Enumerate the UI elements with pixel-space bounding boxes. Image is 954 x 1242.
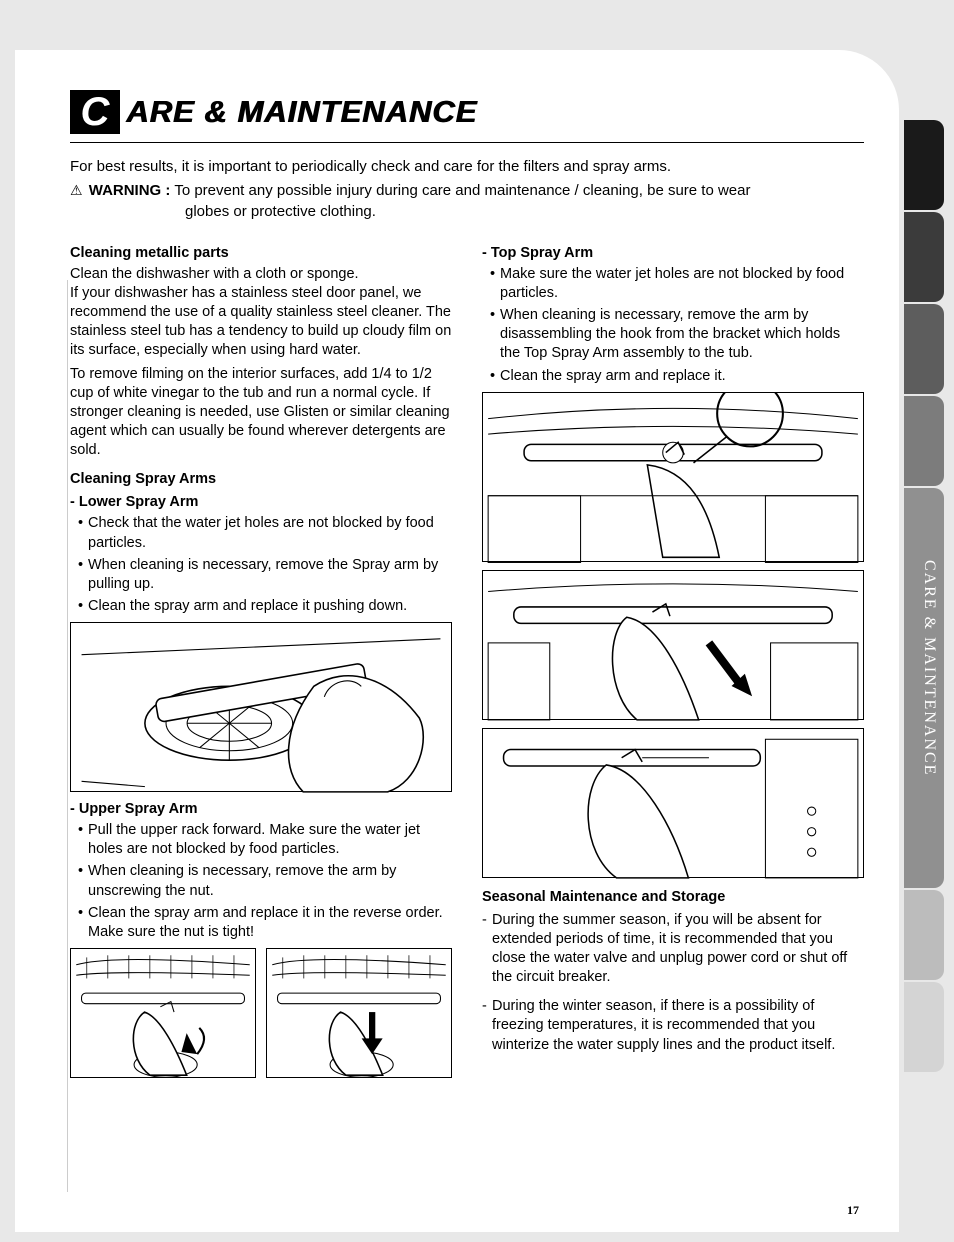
list-item: Make sure the water jet holes are not bl…: [490, 265, 864, 303]
title-text: ARE & MAINTENANCE: [126, 94, 477, 130]
side-tab: [904, 396, 944, 486]
intro-text: For best results, it is important to per…: [70, 157, 864, 177]
heading-cleaning-spray-arms: Cleaning Spray Arms: [70, 470, 452, 489]
list-item: Clean the spray arm and replace it.: [490, 367, 864, 386]
list-item: Clean the spray arm and replace it in th…: [78, 904, 452, 942]
content-columns: Cleaning metallic parts Clean the dishwa…: [70, 234, 864, 1086]
para-metallic-1: Clean the dishwasher with a cloth or spo…: [70, 265, 452, 284]
para-metallic-3: To remove filming on the interior surfac…: [70, 365, 452, 461]
side-tab: [904, 890, 944, 980]
list-item: When cleaning is necessary, remove the a…: [78, 862, 452, 900]
list-seasonal: During the summer season, if you will be…: [482, 911, 864, 1055]
list-item: During the summer season, if you will be…: [482, 911, 864, 988]
list-item: When cleaning is necessary, remove the S…: [78, 556, 452, 594]
figure-upper-spray-2: [266, 948, 452, 1078]
list-item: During the winter season, if there is a …: [482, 997, 864, 1054]
left-margin-rule: [67, 280, 68, 1192]
para-metallic-2: If your dishwasher has a stainless steel…: [70, 284, 452, 361]
right-column: - Top Spray Arm Make sure the water jet …: [482, 234, 864, 1086]
warning-block: ⚠ WARNING : To prevent any possible inju…: [70, 181, 864, 222]
subheading-lower-spray: - Lower Spray Arm: [70, 493, 452, 512]
title-initial-badge: C: [70, 90, 120, 134]
page-number: 17: [847, 1203, 859, 1218]
figure-upper-spray-1: [70, 948, 256, 1078]
list-item: Check that the water jet holes are not b…: [78, 514, 452, 552]
figure-lower-spray-arm: [70, 622, 452, 792]
side-tab: [904, 120, 944, 210]
left-column: Cleaning metallic parts Clean the dishwa…: [70, 234, 452, 1086]
heading-seasonal: Seasonal Maintenance and Storage: [482, 888, 864, 907]
list-lower-spray: Check that the water jet holes are not b…: [70, 514, 452, 616]
list-item: When cleaning is necessary, remove the a…: [490, 306, 864, 363]
figure-top-spray-3: [482, 728, 864, 878]
list-item: Clean the spray arm and replace it pushi…: [78, 597, 452, 616]
side-section-label: CARE & MAINTENANCE: [920, 560, 938, 776]
warning-line1: To prevent any possible injury during ca…: [174, 182, 750, 199]
warning-line2: globes or protective clothing.: [185, 202, 864, 222]
subheading-upper-spray: - Upper Spray Arm: [70, 800, 452, 819]
figure-top-spray-1: [482, 392, 864, 562]
warning-icon: ⚠: [70, 181, 83, 200]
warning-label: WARNING :: [89, 182, 171, 199]
list-top-spray: Make sure the water jet holes are not bl…: [482, 265, 864, 386]
side-tab: [904, 212, 944, 302]
figure-top-spray-2: [482, 570, 864, 720]
figure-upper-spray-pair: [70, 948, 452, 1078]
manual-page: C ARE & MAINTENANCE For best results, it…: [15, 50, 899, 1232]
side-tab: [904, 982, 944, 1072]
title-underline: [70, 142, 864, 143]
list-upper-spray: Pull the upper rack forward. Make sure t…: [70, 821, 452, 942]
subheading-top-spray: - Top Spray Arm: [482, 244, 864, 263]
side-tab: [904, 304, 944, 394]
page-title: C ARE & MAINTENANCE: [70, 90, 864, 134]
heading-cleaning-metallic: Cleaning metallic parts: [70, 244, 452, 263]
list-item: Pull the upper rack forward. Make sure t…: [78, 821, 452, 859]
